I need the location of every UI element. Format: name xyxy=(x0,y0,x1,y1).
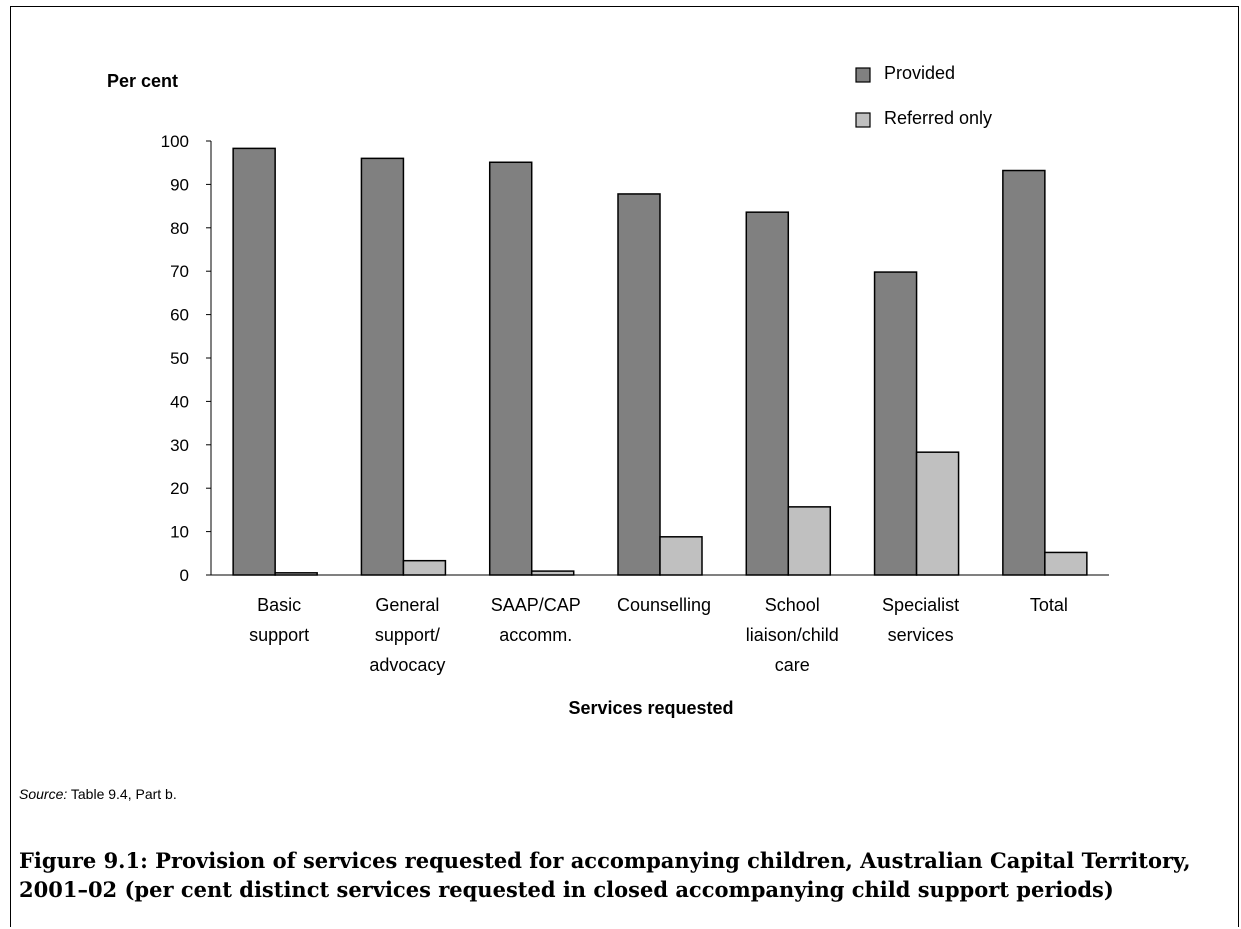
y-tick-label: 20 xyxy=(170,479,189,498)
figure-frame xyxy=(10,6,1239,927)
legend-swatch xyxy=(855,112,871,128)
bars-group xyxy=(232,147,1088,576)
bar-referred-only xyxy=(787,506,832,576)
legend: Provided Referred only xyxy=(855,63,992,128)
bar-referred-only xyxy=(915,451,960,576)
bar-provided xyxy=(745,211,790,576)
legend-label: Referred only xyxy=(884,108,992,128)
source-text: Table 9.4, Part b. xyxy=(67,786,177,802)
bar-referred-only xyxy=(402,559,447,576)
bar-referred-only xyxy=(659,536,703,576)
source-note: Source: Table 9.4, Part b. xyxy=(19,786,177,802)
category-label: support/ xyxy=(375,625,440,645)
y-tick-label: 50 xyxy=(170,349,189,368)
legend-label: Provided xyxy=(884,63,955,83)
category-label: Basic xyxy=(257,595,301,615)
figure-caption: Figure 9.1: Provision of services reques… xyxy=(19,848,1191,902)
category-label: General xyxy=(375,595,439,615)
y-tick-label: 10 xyxy=(170,523,189,542)
y-tick-label: 90 xyxy=(170,175,189,194)
category-label: care xyxy=(775,655,810,675)
bar-provided xyxy=(873,271,918,576)
bar-provided xyxy=(488,161,533,576)
y-tick-label: 0 xyxy=(180,566,189,585)
category-labels: Basic support General support/advocacy SAAP/… xyxy=(249,595,1068,675)
legend-swatch xyxy=(855,67,871,83)
category-label: accomm. xyxy=(499,625,572,645)
category-label: School xyxy=(765,595,820,615)
y-tick-label: 30 xyxy=(170,436,189,455)
category-label: Total xyxy=(1030,595,1068,615)
bar-provided xyxy=(1002,169,1046,576)
bar-chart: Per cent Services requested Provided Refe… xyxy=(107,63,1109,718)
bar-referred-only xyxy=(1044,551,1088,576)
category-label: liaison/child xyxy=(746,625,839,645)
y-axis-title: Per cent xyxy=(107,71,178,91)
bar-provided xyxy=(232,147,276,576)
category-label: services xyxy=(888,625,954,645)
y-tick-label: 70 xyxy=(170,262,189,281)
bar-referred-only xyxy=(530,570,575,576)
y-tick-label: 60 xyxy=(170,306,189,325)
y-tick-label: 80 xyxy=(170,219,189,238)
y-axis: 0 10 20 30 40 50 60 70 80 90 100 xyxy=(161,132,212,585)
category-label: Specialist xyxy=(882,595,959,615)
category-label: advocacy xyxy=(369,655,445,675)
category-label: Counselling xyxy=(617,595,711,615)
bar-provided xyxy=(617,193,661,576)
x-axis-title: Services requested xyxy=(568,698,733,718)
source-label: Source: xyxy=(19,786,68,802)
bar-provided xyxy=(360,157,405,576)
category-label: support xyxy=(249,625,309,645)
y-tick-label: 100 xyxy=(161,132,189,151)
y-tick-label: 40 xyxy=(170,392,189,411)
category-label: SAAP/CAP xyxy=(491,595,581,615)
